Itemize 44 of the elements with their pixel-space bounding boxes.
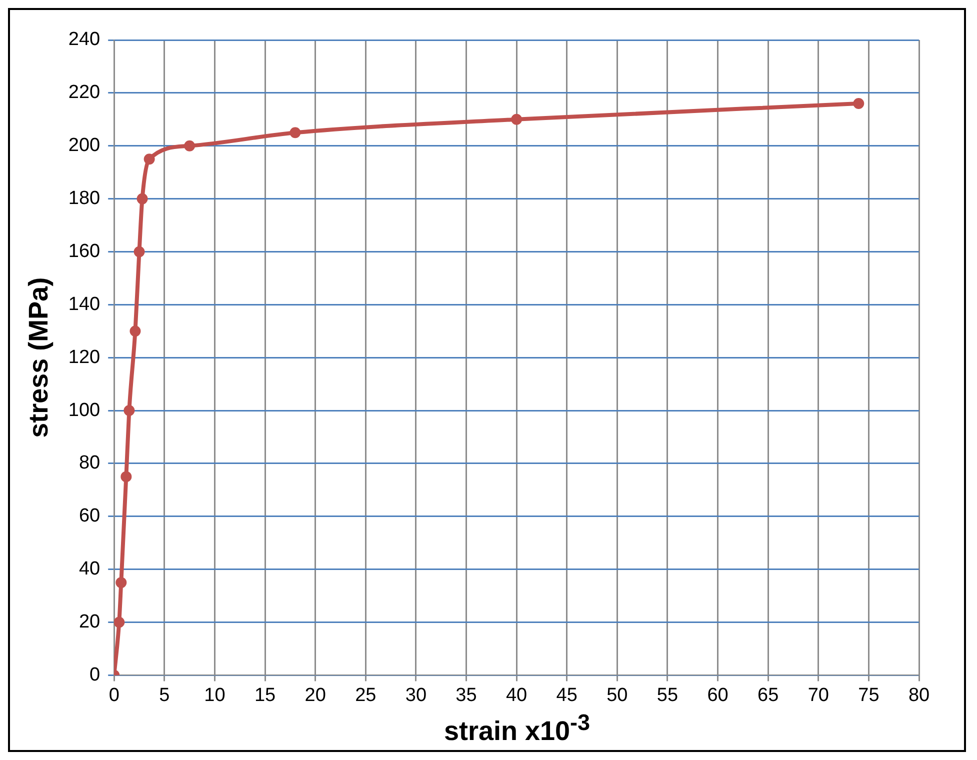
y-tick-label: 240 (68, 29, 100, 50)
point (130, 326, 141, 337)
point (511, 114, 522, 125)
y-tick-label: 220 (68, 82, 100, 104)
x-axis-title: strain x10$^{-3}$ (442, 710, 592, 747)
y-tick-label: 100 (68, 400, 100, 421)
x-tick-label: 25 (355, 684, 376, 706)
y-tick-label: 180 (68, 188, 100, 210)
x-tick-label: 35 (456, 684, 477, 706)
x-tick-label: 50 (606, 684, 628, 706)
x-tick-label: 45 (556, 684, 578, 706)
y-tick-label: 80 (78, 452, 100, 474)
y-tick-label: 0 (90, 664, 100, 686)
point (136, 193, 148, 204)
x-tick-label: 30 (405, 684, 427, 706)
x-tick-label: 10 (204, 684, 226, 706)
point (144, 154, 155, 165)
y-tick-label: 20 (78, 612, 100, 632)
point (134, 246, 145, 258)
x-tick-label: 0 (108, 684, 120, 706)
y-tick-label: 40 (78, 558, 100, 580)
y-tick-label: 120 (68, 346, 100, 368)
y-tick-label: 200 (68, 135, 100, 156)
x-tick-label: 80 (908, 684, 930, 706)
x-tick-label: 70 (808, 684, 829, 706)
point (120, 471, 132, 482)
x-tick-label: 65 (758, 684, 779, 706)
x-tick-label: 40 (506, 684, 528, 706)
y-tick-label: 60 (78, 506, 100, 527)
x-tick-label: 15 (254, 684, 276, 706)
point (124, 405, 135, 416)
x-tick-label: 60 (707, 684, 728, 706)
point (853, 98, 864, 110)
x-tick-label: 20 (304, 684, 326, 706)
point (290, 127, 301, 138)
x-tick-label: 75 (858, 684, 880, 706)
y-tick-label: 160 (68, 240, 100, 262)
y-axis-title: stress (MPa) (24, 277, 54, 438)
point (114, 616, 125, 628)
x-tick-label: 5 (159, 684, 170, 706)
point (116, 577, 127, 588)
point (184, 140, 196, 152)
y-tick-label: 140 (68, 294, 100, 315)
x-tick-label: 55 (656, 684, 678, 706)
